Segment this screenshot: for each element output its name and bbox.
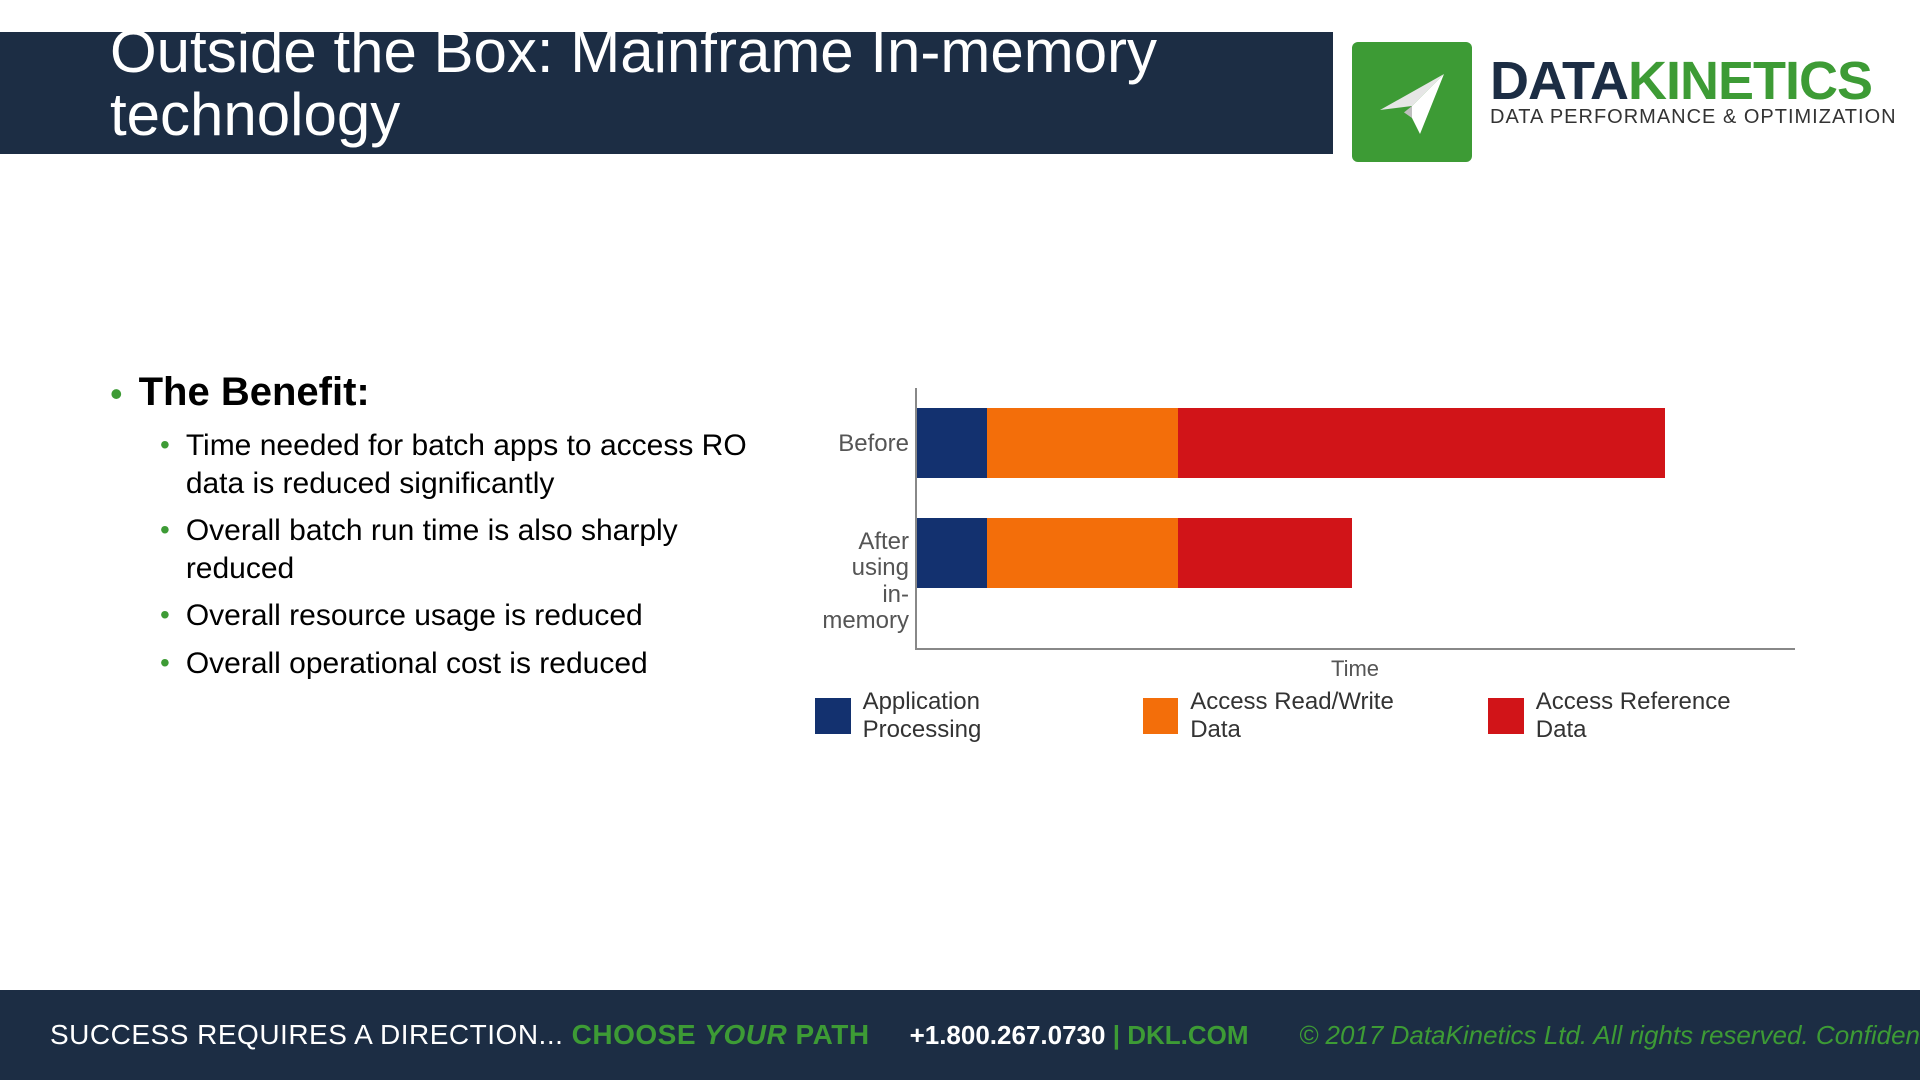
chart-bar-segment <box>917 408 987 478</box>
benefit-item-text: Time needed for batch apps to access RO … <box>186 427 790 502</box>
legend-swatch <box>815 698 851 734</box>
footer-slogan-prefix: SUCCESS REQUIRES A DIRECTION... <box>50 1019 572 1050</box>
chart-bar-segment <box>917 518 987 588</box>
footer-slogan-choose: CHOOSE <box>572 1019 705 1050</box>
chart-x-axis-title: Time <box>915 656 1795 682</box>
legend-swatch <box>1488 698 1524 734</box>
chart-bar-segment <box>1178 518 1352 588</box>
footer-slogan-path: PATH <box>795 1019 869 1050</box>
footer-phone: +1.800.267.0730 <box>910 1020 1106 1050</box>
benefit-list: • Time needed for batch apps to access RO… <box>160 427 790 682</box>
legend-label: Application Processing <box>863 688 1103 744</box>
legend-item: Application Processing <box>815 688 1103 744</box>
benefit-item: • Time needed for batch apps to access RO… <box>160 427 790 502</box>
brand-word-kinetics: KINETICS <box>1628 51 1872 111</box>
footer-copyright: © 2017 DataKinetics Ltd. All rights rese… <box>1299 1020 1920 1051</box>
brand-logo <box>1352 42 1472 162</box>
footer-slogan: SUCCESS REQUIRES A DIRECTION... CHOOSE Y… <box>50 1019 870 1051</box>
slide-title: Outside the Box: Mainframe In-memory tec… <box>110 20 1240 146</box>
bullet-icon: • <box>160 431 170 459</box>
benefit-block: • The Benefit: • Time needed for batch ap… <box>110 370 790 692</box>
bullet-icon: • <box>110 376 123 412</box>
chart-category-label: After using in-memory <box>815 529 909 635</box>
benefit-item-text: Overall resource usage is reduced <box>186 597 643 635</box>
paper-plane-icon <box>1372 62 1452 142</box>
chart-category-label: Before <box>815 431 909 457</box>
benefit-item: • Overall resource usage is reduced <box>160 597 790 635</box>
legend-item: Access Read/Write Data <box>1143 688 1449 744</box>
benefit-item: • Overall operational cost is reduced <box>160 645 790 683</box>
legend-label: Access Read/Write Data <box>1190 688 1448 744</box>
bullet-icon: • <box>160 649 170 677</box>
footer-contact: +1.800.267.0730 | DKL.COM <box>910 1020 1249 1051</box>
footer-separator: | <box>1105 1020 1127 1050</box>
legend-swatch <box>1143 698 1179 734</box>
chart-bar-segment <box>1178 408 1665 478</box>
bullet-icon: • <box>160 516 170 544</box>
brand-tagline: DATA PERFORMANCE & OPTIMIZATION <box>1490 106 1897 129</box>
chart-bar-row <box>917 518 1352 588</box>
slide-footer: SUCCESS REQUIRES A DIRECTION... CHOOSE Y… <box>0 990 1920 1080</box>
chart-bar-segment <box>987 408 1178 478</box>
legend-label: Access Reference Data <box>1536 688 1785 744</box>
chart-x-axis <box>915 648 1795 650</box>
chart-legend: Application Processing Access Read/Write … <box>815 688 1825 744</box>
bullet-icon: • <box>160 601 170 629</box>
benefit-heading: The Benefit: <box>139 370 370 415</box>
legend-item: Access Reference Data <box>1488 688 1785 744</box>
chart-bar-row <box>917 408 1665 478</box>
footer-slogan-your: YOUR <box>704 1019 795 1050</box>
chart-bar-segment <box>987 518 1178 588</box>
benefit-item-text: Overall batch run time is also sharply r… <box>186 512 790 587</box>
brand-word-data: DATA <box>1490 51 1628 111</box>
footer-site: DKL.COM <box>1127 1020 1248 1050</box>
benefit-item: • Overall batch run time is also sharply … <box>160 512 790 587</box>
benefit-item-text: Overall operational cost is reduced <box>186 645 648 683</box>
brand-wordmark: DATAKINETICS DATA PERFORMANCE & OPTIMIZA… <box>1490 50 1897 129</box>
